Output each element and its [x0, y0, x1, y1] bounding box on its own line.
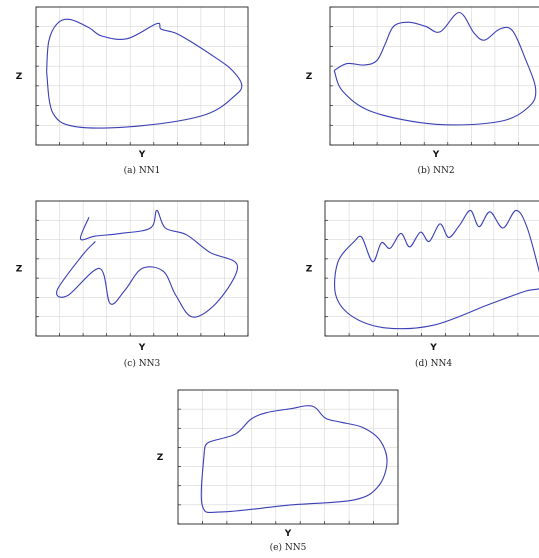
x-axis-label: Y — [138, 150, 146, 160]
chart-panel-5: Z Y (e) NN5 — [157, 389, 399, 553]
x-axis-label: Y — [429, 343, 437, 353]
trajectory-line — [56, 209, 238, 318]
trajectory-line — [200, 405, 388, 514]
grid — [178, 390, 398, 524]
y-axis-label: Z — [306, 265, 313, 275]
y-axis-label: Z — [157, 453, 164, 463]
y-axis-label: Z — [16, 265, 23, 275]
y-axis-label: Z — [16, 72, 23, 82]
plot-frame — [35, 200, 249, 337]
panel-caption: (b) NN2 — [417, 165, 454, 176]
plot-frame — [329, 6, 539, 146]
panel-caption: (d) NN4 — [415, 358, 452, 369]
tick-marks — [324, 200, 519, 337]
chart-panel-1: Z Y (a) NN1 — [16, 6, 249, 176]
x-axis-label: Y — [138, 343, 146, 353]
trajectory-line — [333, 11, 537, 126]
x-axis-label: Y — [284, 529, 292, 539]
x-axis-label: Y — [432, 150, 440, 160]
chart-panel-2: Z Y (b) NN2 — [306, 6, 539, 176]
tick-marks — [177, 389, 399, 525]
tick-marks — [35, 6, 249, 146]
grid — [36, 7, 248, 145]
plot-frame — [35, 6, 249, 146]
plot-frame — [324, 200, 539, 337]
panel-caption: (c) NN3 — [124, 358, 161, 369]
grid — [325, 201, 539, 336]
chart-panel-4: Z Y (d) NN4 — [306, 200, 539, 369]
trajectory-line — [334, 209, 539, 330]
panel-caption: (e) NN5 — [270, 542, 307, 553]
y-axis-label: Z — [306, 72, 313, 82]
panel-caption: (a) NN1 — [124, 165, 161, 176]
trajectory-line — [46, 18, 243, 129]
chart-panel-3: Z Y (c) NN3 — [16, 200, 249, 369]
tick-marks — [35, 200, 249, 337]
plot-frame — [177, 389, 399, 525]
tick-marks — [329, 6, 519, 146]
